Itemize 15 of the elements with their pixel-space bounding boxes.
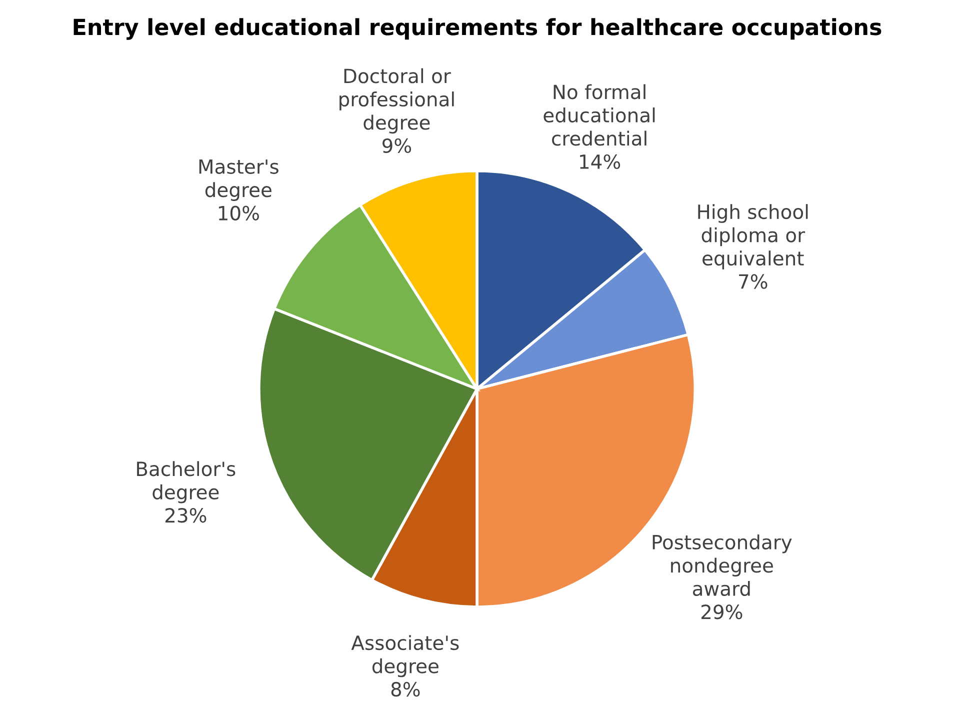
data-label: 7% <box>739 274 768 289</box>
data-label: 8% <box>391 682 420 697</box>
slice-label: Associate's degree <box>351 635 459 678</box>
slice-label: Postsecondary nondegree award <box>652 534 792 596</box>
slice-label: Bachelor's degree <box>137 461 236 504</box>
chart-title: Entry level educational requirements for healthcare occupations <box>74 18 882 40</box>
slice-label: Doctoral or professional degree <box>340 68 454 134</box>
slice-label: No formal educational credential <box>544 84 655 146</box>
data-label: 9% <box>382 138 412 154</box>
data-label: 14% <box>580 154 620 170</box>
slice-label: High school diploma or equivalent <box>698 204 808 270</box>
data-label: 10% <box>218 206 259 220</box>
data-label: 23% <box>165 508 206 523</box>
data-label: 29% <box>701 604 742 620</box>
slice-label: Master's degree <box>199 160 278 201</box>
